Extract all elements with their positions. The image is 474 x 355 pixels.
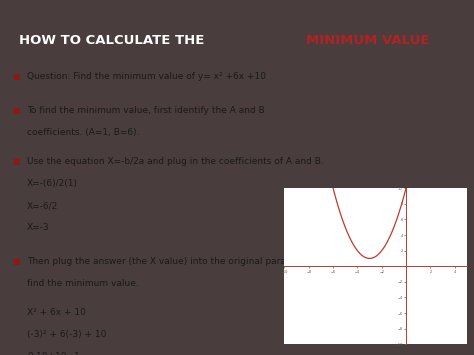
Text: coefficients. (A=1, B=6).: coefficients. (A=1, B=6). bbox=[27, 128, 139, 137]
Text: ■: ■ bbox=[12, 257, 20, 266]
Text: X=-(6)/2(1): X=-(6)/2(1) bbox=[27, 179, 78, 188]
Text: ■: ■ bbox=[12, 157, 20, 166]
Text: ■: ■ bbox=[12, 72, 20, 81]
Text: X=-6/2: X=-6/2 bbox=[27, 201, 58, 210]
Text: ■: ■ bbox=[12, 106, 20, 115]
Text: Use the equation X=-b/2a and plug in the coefficients of A and B.: Use the equation X=-b/2a and plug in the… bbox=[27, 157, 324, 166]
Text: 9-18+10=1: 9-18+10=1 bbox=[27, 352, 80, 355]
Text: Question: Find the minimum value of y= x² +6x +10: Question: Find the minimum value of y= x… bbox=[27, 72, 266, 81]
Text: X=-3: X=-3 bbox=[27, 223, 50, 232]
Text: find the minimum value.: find the minimum value. bbox=[27, 279, 139, 288]
Text: (-3)² + 6(-3) + 10: (-3)² + 6(-3) + 10 bbox=[27, 330, 106, 339]
Text: Then plug the answer (the X value) into the original parabola to: Then plug the answer (the X value) into … bbox=[27, 257, 317, 266]
Text: HOW TO CALCULATE THE: HOW TO CALCULATE THE bbox=[19, 34, 209, 47]
Text: X² + 6x + 10: X² + 6x + 10 bbox=[27, 308, 86, 317]
Text: MINIMUM VALUE: MINIMUM VALUE bbox=[306, 34, 429, 47]
Text: To find the minimum value, first identify the A and B: To find the minimum value, first identif… bbox=[27, 106, 265, 115]
